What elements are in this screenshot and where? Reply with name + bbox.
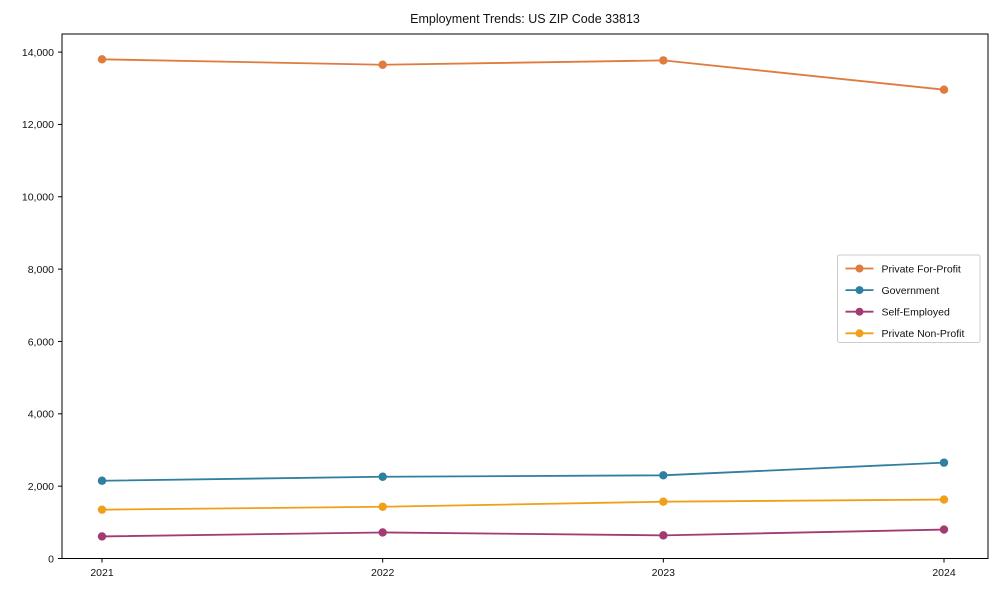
series-marker-government [659,471,668,480]
series-marker-government [97,476,107,485]
series-marker-government [939,458,949,467]
series-marker-government [378,472,387,481]
y-tick-label: 8,000 [28,264,54,276]
x-tick-label: 2024 [932,567,956,579]
series-line-self-employed [101,528,945,538]
series-marker-self-employed [939,525,949,534]
legend-marker-dot-private-non-profit [855,329,864,338]
series-marker-private-non-profit [939,495,949,504]
x-tick-label: 2021 [90,567,114,579]
legend-label-self-employed: Self-Employed [882,307,950,319]
series-marker-self-employed [659,531,668,540]
y-tick-label: 14,000 [22,47,54,59]
legend-marker-dot-self-employed [855,307,864,316]
x-tick-label: 2022 [371,567,395,579]
series-marker-private-for-profit [378,60,387,69]
legend-label-private-for-profit: Private For-Profit [882,263,961,275]
plot-border [61,33,989,559]
series-line-private-non-profit [101,498,945,511]
series-line-government [101,461,945,482]
series-line-private-for-profit [101,58,945,91]
series-marker-private-for-profit [97,55,107,64]
y-tick-label: 2,000 [28,481,54,493]
y-tick-label: 6,000 [28,336,54,348]
series-marker-private-for-profit [939,85,949,94]
x-tick-label: 2023 [652,567,676,579]
series-marker-private-non-profit [97,505,107,514]
series-marker-private-non-profit [378,502,387,511]
legend-marker-dot-private-for-profit [855,264,864,273]
series-marker-self-employed [378,528,387,537]
y-tick-label: 10,000 [22,192,54,204]
y-tick-label: 4,000 [28,409,54,421]
series-marker-self-employed [97,532,107,541]
y-tick-label: 12,000 [22,119,54,131]
series-marker-private-for-profit [659,56,668,65]
legend-label-government: Government [882,285,940,297]
legend-marker-dot-government [855,286,864,295]
series-marker-private-non-profit [659,497,668,506]
y-tick-label: 0 [48,553,54,565]
legend-box [837,254,981,343]
legend-label-private-non-profit: Private Non-Profit [882,328,965,340]
chart-title: Employment Trends: US ZIP Code 33813 [410,12,640,26]
